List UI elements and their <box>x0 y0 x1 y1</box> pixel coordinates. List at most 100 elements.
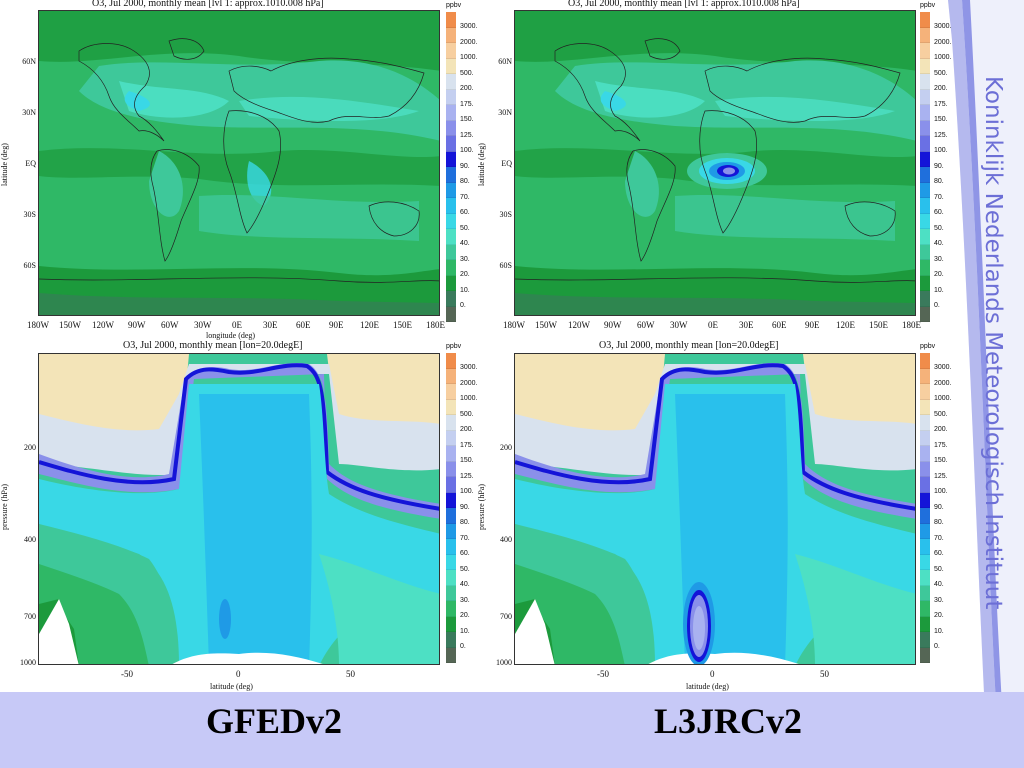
colorbar-label: 1000. <box>460 54 478 61</box>
l3jrc-section-xtick: 0 <box>710 669 715 679</box>
colorbar-label: 2000. <box>460 379 478 387</box>
l3jrc-section-xtick: 50 <box>820 669 829 679</box>
gfed-map-xtick: 120W <box>92 320 114 330</box>
colorbar-swatch <box>446 368 456 384</box>
l3jrc-section-field <box>515 354 915 664</box>
colorbar-swatch <box>920 167 930 183</box>
colorbar-label: 150. <box>460 457 474 464</box>
colorbar-unit: ppbv <box>446 2 462 9</box>
colorbar-label: 70. <box>934 193 944 201</box>
colorbar-swatch <box>920 151 930 167</box>
colorbar-label: 150. <box>934 116 948 123</box>
gfed-map-ytick: 60N <box>22 57 36 66</box>
colorbar-label: 125. <box>460 472 474 480</box>
l3jrc-section-ytick: 1000 <box>496 658 512 667</box>
colorbar-label: 100. <box>934 488 948 495</box>
colorbar-label: 100. <box>460 147 474 154</box>
colorbar-swatch <box>446 291 456 307</box>
colorbar-label: 3000. <box>934 364 952 371</box>
colorbar-swatch <box>920 291 930 307</box>
colorbar-label: 80. <box>934 178 944 185</box>
l3jrc-map-ytick: 30S <box>499 210 512 219</box>
colorbar-label: 0. <box>460 302 466 309</box>
l3jrc-map-xtick: 30W <box>670 320 688 330</box>
gfed-section-ytick: 200 <box>24 443 36 452</box>
caption-gfedv2: GFEDv2 <box>206 701 343 741</box>
gfed-map-ytick: 30N <box>22 108 36 117</box>
colorbar-swatch <box>446 554 456 570</box>
gfed-section-ylabel: pressure (hPa) <box>0 484 9 530</box>
l3jrc-map-xtick: 60W <box>637 320 655 330</box>
colorbar-label: 20. <box>460 271 470 278</box>
colorbar-label: 175. <box>934 100 948 108</box>
colorbar-label: 3000. <box>934 23 952 30</box>
colorbar-label: 500. <box>934 410 948 418</box>
colorbar-swatch <box>446 89 456 105</box>
colorbar-label: 50. <box>934 565 944 573</box>
colorbar-swatch <box>446 492 456 508</box>
gfed-section-ytick: 1000 <box>20 658 36 667</box>
colorbar-swatch <box>446 182 456 198</box>
gfed-section-plot <box>38 353 440 665</box>
colorbar-label: 200. <box>934 426 948 433</box>
colorbar-swatch <box>920 198 930 214</box>
colorbar-swatch <box>446 384 456 400</box>
colorbar-swatch <box>920 492 930 508</box>
l3jrc-map-ytick: EQ <box>501 159 512 168</box>
l3jrc-map-xtick: 120E <box>836 320 855 330</box>
colorbar-label: 500. <box>460 410 474 418</box>
colorbar-swatch <box>446 12 456 28</box>
colorbar-swatch <box>446 275 456 291</box>
colorbar-label: 2000. <box>934 38 952 46</box>
colorbar-label: 0. <box>460 643 466 650</box>
colorbar-swatch <box>446 136 456 152</box>
colorbar-swatch <box>446 260 456 276</box>
l3jrc-section-title: O3, Jul 2000, monthly mean [lon=20.0degE… <box>599 340 779 351</box>
colorbar-label: 20. <box>460 612 470 619</box>
colorbar-swatch <box>920 58 930 74</box>
gfed-map-xtick: 90W <box>128 320 146 330</box>
colorbar-swatch <box>920 616 930 632</box>
colorbar-label: 60. <box>934 209 944 216</box>
colorbar-swatch <box>920 353 930 369</box>
colorbar-swatch <box>920 260 930 276</box>
colorbar-swatch <box>920 244 930 260</box>
l3jrc-map-plot <box>514 10 916 316</box>
l3jrc-map-xtick: 120W <box>568 320 590 330</box>
colorbar-swatch <box>446 647 456 663</box>
l3jrc-map-title: O3, Jul 2000, monthly mean [lvl 1: appro… <box>568 0 800 9</box>
colorbar-label: 70. <box>460 534 470 542</box>
colorbar-label: 200. <box>460 426 474 433</box>
colorbar-label: 3000. <box>460 23 478 30</box>
l3jrc-map-xtick: 150E <box>869 320 888 330</box>
colorbar-swatch <box>920 554 930 570</box>
colorbar-swatch <box>920 368 930 384</box>
colorbar-swatch <box>920 647 930 663</box>
colorbar-swatch <box>920 399 930 415</box>
gfed-section-xtick: -50 <box>121 669 133 679</box>
caption-band <box>0 692 1024 768</box>
colorbar-swatch <box>920 43 930 59</box>
colorbar-swatch <box>446 167 456 183</box>
caption-l3jrcv2: L3JRCv2 <box>654 701 803 741</box>
colorbar-swatch <box>920 601 930 617</box>
colorbar-label: 90. <box>934 162 944 170</box>
colorbar-label: 1000. <box>460 395 478 402</box>
colorbar-label: 60. <box>460 209 470 216</box>
colorbar-label: 10. <box>460 627 470 635</box>
gfed-map-plot <box>38 10 440 316</box>
colorbar-label: 125. <box>460 131 474 139</box>
l3jrc-map-xtick: 180E <box>902 320 921 330</box>
gfed-map-ylabel: latitude (deg) <box>0 143 9 186</box>
l3jrc-section-xtick: -50 <box>597 669 609 679</box>
l3jrc-section-ytick: 400 <box>500 535 512 544</box>
colorbar-label: 500. <box>934 69 948 77</box>
gfed-map-xtick: 30E <box>263 320 278 330</box>
colorbar-swatch <box>446 213 456 229</box>
l3jrc-map-ytick: 30N <box>498 108 512 117</box>
l3jrc-map-ylabel: latitude (deg) <box>477 143 486 186</box>
colorbar-label: 20. <box>934 271 944 278</box>
colorbar-swatch <box>446 151 456 167</box>
colorbar-label: 200. <box>934 85 948 92</box>
colorbar-unit: ppbv <box>446 343 462 350</box>
